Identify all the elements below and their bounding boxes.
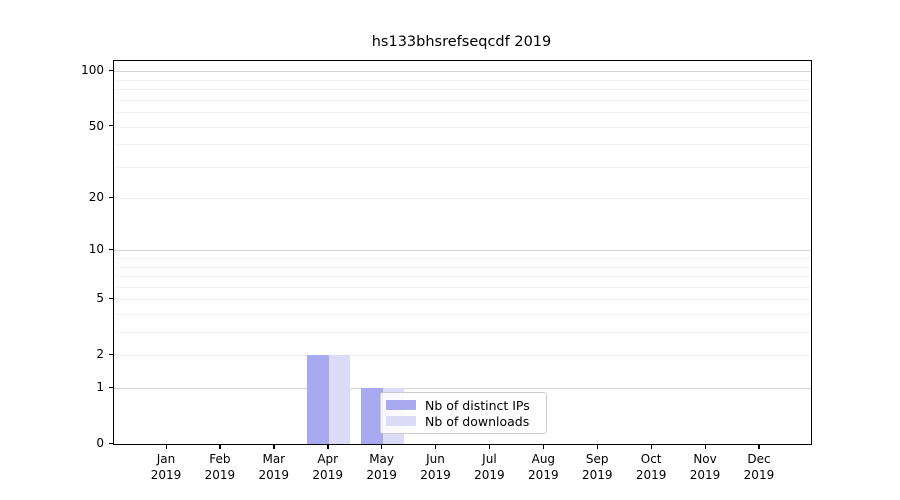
y-tick-label: 1 bbox=[96, 380, 104, 395]
y-tick-label: 100 bbox=[81, 63, 104, 78]
minor-gridline bbox=[114, 355, 811, 357]
x-tick-label-jul: Jul 2019 bbox=[474, 452, 505, 482]
y-tick-mark bbox=[108, 297, 113, 300]
bars-layer bbox=[114, 61, 811, 444]
x-tick-mark bbox=[381, 444, 383, 449]
minor-gridline bbox=[114, 299, 811, 301]
x-tick-mark bbox=[650, 444, 652, 449]
x-tick-label-apr: Apr 2019 bbox=[312, 452, 343, 482]
x-tick-mark bbox=[596, 444, 599, 449]
minor-gridline bbox=[114, 266, 811, 268]
legend-item-distinct-ips: Nb of distinct IPs bbox=[386, 397, 539, 413]
x-tick-mark bbox=[488, 444, 491, 449]
major-gridline bbox=[114, 388, 811, 390]
minor-gridline bbox=[114, 126, 811, 128]
plot-area bbox=[113, 60, 812, 445]
minor-gridline bbox=[114, 144, 811, 146]
bar-distinct-ips-may bbox=[360, 388, 383, 444]
minor-gridline bbox=[114, 79, 811, 81]
bar-distinct-ips-apr bbox=[307, 355, 329, 444]
y-tick-label: 2 bbox=[96, 347, 104, 362]
y-tick-mark bbox=[108, 125, 113, 127]
x-tick-label-dec: Dec 2019 bbox=[743, 452, 775, 482]
x-tick-label-oct: Oct 2019 bbox=[635, 452, 667, 482]
x-tick-label-may: May 2019 bbox=[366, 452, 397, 482]
x-tick-label-mar: Mar 2019 bbox=[258, 452, 290, 482]
x-tick-mark bbox=[165, 444, 167, 449]
legend-swatch-distinct-ips bbox=[386, 400, 416, 410]
legend: Nb of distinct IPs Nb of downloads bbox=[380, 392, 547, 434]
minor-gridline bbox=[114, 89, 811, 91]
minor-gridline bbox=[114, 99, 811, 101]
y-tick-label: 5 bbox=[96, 291, 104, 306]
x-tick-mark bbox=[542, 444, 545, 449]
y-tick-mark bbox=[108, 196, 113, 199]
x-tick-label-nov: Nov 2019 bbox=[689, 452, 721, 482]
y-tick-mark bbox=[108, 69, 113, 72]
x-tick-label-feb: Feb 2019 bbox=[204, 452, 236, 482]
x-tick-mark bbox=[327, 444, 329, 449]
minor-gridline bbox=[114, 332, 811, 334]
minor-gridline bbox=[114, 166, 811, 168]
minor-gridline bbox=[114, 258, 811, 260]
legend-label-distinct-ips: Nb of distinct IPs bbox=[425, 397, 530, 413]
x-tick-mark bbox=[273, 444, 275, 449]
minor-gridline bbox=[114, 112, 811, 114]
grid-layer bbox=[114, 61, 811, 444]
major-gridline bbox=[114, 71, 811, 73]
x-tick-mark bbox=[758, 444, 760, 449]
x-tick-mark bbox=[704, 444, 706, 449]
x-tick-mark bbox=[219, 444, 221, 449]
x-tick-label-sep: Sep 2019 bbox=[581, 452, 613, 482]
x-tick-label-aug: Aug 2019 bbox=[528, 452, 559, 482]
minor-gridline bbox=[114, 314, 811, 316]
legend-label-downloads: Nb of downloads bbox=[425, 413, 530, 429]
y-tick-mark bbox=[108, 353, 113, 356]
legend-swatch-downloads bbox=[386, 416, 416, 426]
bar-downloads-apr bbox=[328, 355, 351, 444]
chart-title: hs133bhsrefseqcdf 2019 bbox=[371, 34, 552, 50]
minor-gridline bbox=[114, 198, 811, 200]
x-tick-label-jan: Jan 2019 bbox=[150, 452, 182, 482]
y-tick-label: 0 bbox=[96, 436, 104, 450]
y-tick-label: 20 bbox=[88, 190, 104, 205]
x-tick-mark bbox=[435, 444, 437, 449]
y-tick-label: 10 bbox=[88, 242, 104, 257]
minor-gridline bbox=[114, 286, 811, 288]
major-gridline bbox=[114, 250, 811, 252]
y-tick-mark bbox=[108, 386, 113, 388]
legend-item-downloads: Nb of downloads bbox=[386, 413, 539, 429]
x-tick-label-jun: Jun 2019 bbox=[420, 452, 451, 482]
y-tick-mark bbox=[108, 442, 113, 444]
y-tick-label: 50 bbox=[88, 118, 104, 133]
minor-gridline bbox=[114, 276, 811, 278]
y-tick-mark bbox=[108, 248, 113, 251]
